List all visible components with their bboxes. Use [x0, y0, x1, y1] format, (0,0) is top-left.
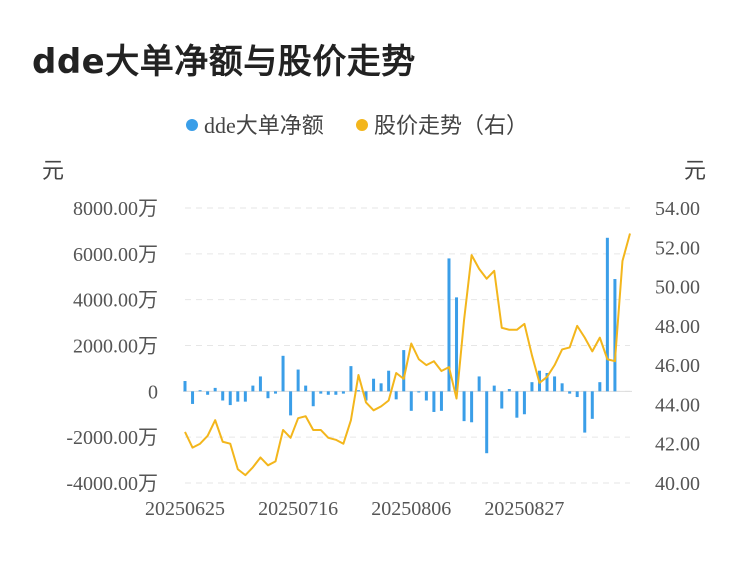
x-tick-label: 20250716 — [258, 498, 338, 520]
x-axis-ticks: 20250625 20250716 20250806 20250827 — [145, 498, 564, 520]
x-tick-label: 20250827 — [484, 498, 564, 520]
bar — [206, 391, 210, 395]
left-tick-label: 2000.00万 — [73, 336, 158, 358]
bar — [432, 391, 436, 412]
right-tick-label: 52.00 — [655, 237, 700, 259]
bar — [281, 355, 285, 392]
legend-marker — [186, 119, 198, 131]
bar — [575, 391, 579, 398]
bar — [296, 369, 300, 392]
bar — [598, 382, 602, 392]
bar — [251, 385, 255, 392]
bar — [326, 391, 330, 395]
bar — [462, 391, 466, 422]
bar — [522, 391, 526, 415]
right-tick-label: 40.00 — [655, 473, 700, 495]
right-tick-label: 46.00 — [655, 355, 700, 377]
bar — [228, 391, 232, 406]
bar — [492, 385, 496, 392]
bar — [613, 279, 617, 392]
bar — [455, 297, 459, 392]
legend-marker — [356, 119, 368, 131]
bar — [191, 391, 195, 404]
bar — [266, 391, 270, 399]
left-tick-label: -2000.00万 — [66, 427, 158, 449]
bar — [258, 376, 262, 392]
bar — [183, 381, 187, 392]
left-tick-label: 8000.00万 — [73, 198, 158, 220]
left-tick-label: 6000.00万 — [73, 244, 158, 266]
left-axis-unit: 元 — [42, 158, 64, 183]
price-line — [184, 233, 631, 477]
bar — [364, 391, 368, 401]
legend-label: dde大单净额 — [204, 113, 324, 138]
bar — [289, 391, 293, 416]
bar — [605, 237, 609, 392]
bar — [387, 370, 391, 392]
bar — [424, 391, 428, 401]
bar — [379, 383, 383, 392]
bar — [553, 376, 557, 392]
x-tick-label: 20250806 — [371, 498, 451, 520]
bar — [311, 391, 315, 407]
right-tick-label: 44.00 — [655, 394, 700, 416]
chart-title: dde大单净额与股价走势 — [32, 42, 416, 82]
bar — [409, 391, 413, 411]
bar — [417, 391, 421, 393]
grid-lines — [185, 207, 630, 484]
bar — [198, 390, 202, 392]
bar — [236, 391, 240, 402]
x-tick-label: 20250625 — [145, 498, 225, 520]
right-tick-label: 48.00 — [655, 316, 700, 338]
bar — [500, 391, 504, 409]
bar — [349, 366, 353, 392]
bar — [394, 391, 398, 400]
bar — [243, 391, 247, 402]
bar — [560, 383, 564, 392]
bar — [515, 391, 519, 418]
bar — [530, 382, 534, 392]
right-tick-label: 54.00 — [655, 198, 700, 220]
bar — [583, 391, 587, 433]
bar — [507, 389, 511, 392]
bar — [304, 385, 308, 392]
bar — [221, 391, 225, 401]
bar — [319, 391, 323, 394]
bar — [590, 391, 594, 419]
left-tick-label: -4000.00万 — [66, 473, 158, 495]
bar — [274, 391, 278, 394]
bar — [439, 391, 443, 411]
bar — [568, 391, 572, 394]
right-axis-ticks: 54.00 52.00 50.00 48.00 46.00 44.00 42.00 40.00 — [655, 198, 700, 495]
bar — [341, 391, 345, 394]
left-tick-label: 4000.00万 — [73, 290, 158, 312]
right-tick-label: 42.00 — [655, 434, 700, 456]
bar — [372, 378, 376, 392]
bar — [477, 376, 481, 392]
legend: dde大单净额 股价走势（右） — [186, 113, 528, 138]
bar — [334, 391, 338, 395]
bar — [402, 350, 406, 392]
left-axis-ticks: 8000.00万 6000.00万 4000.00万 2000.00万 0 -2000.0… — [66, 198, 158, 495]
bar — [213, 387, 217, 392]
bar — [470, 391, 474, 423]
left-tick-label: 0 — [148, 381, 158, 403]
legend-label: 股价走势（右） — [374, 113, 528, 138]
bar — [545, 373, 549, 392]
line-series — [184, 233, 631, 477]
bar — [356, 390, 360, 392]
bar-series — [183, 237, 617, 454]
right-axis-unit: 元 — [684, 158, 706, 183]
bar — [485, 391, 489, 454]
bar — [447, 258, 451, 392]
right-tick-label: 50.00 — [655, 277, 700, 299]
